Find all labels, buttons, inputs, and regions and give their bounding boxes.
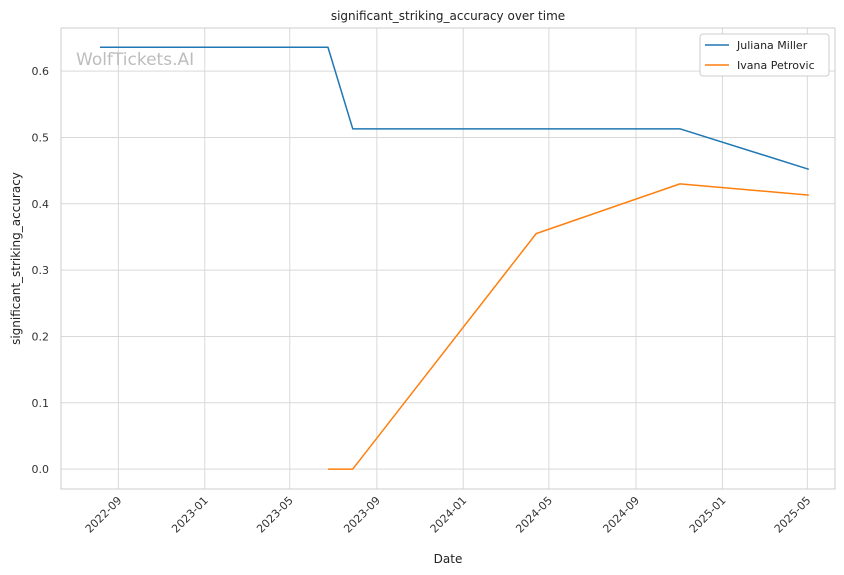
legend: Juliana Miller Ivana Petrovic <box>699 33 830 77</box>
chart-title: significant_striking_accuracy over time <box>331 9 565 23</box>
y-axis-ticks: 0.0 0.1 0.2 0.3 0.4 0.5 0.6 <box>32 65 50 476</box>
series-line-0 <box>99 46 810 170</box>
series-line-1 <box>327 183 809 470</box>
y-tick-label: 0.4 <box>32 198 50 211</box>
legend-label-ivana-petrovic: Ivana Petrovic <box>737 59 815 72</box>
y-tick-label: 0.5 <box>32 131 50 144</box>
y-tick-label: 0.0 <box>32 463 50 476</box>
y-tick-label: 0.6 <box>32 65 50 78</box>
y-tick-label: 0.3 <box>32 264 50 277</box>
y-tick-label: 0.2 <box>32 330 50 343</box>
grid <box>61 28 835 489</box>
legend-label-juliana-miller: Juliana Miller <box>736 39 808 52</box>
series-lines <box>99 46 810 470</box>
y-tick-label: 0.1 <box>32 397 50 410</box>
watermark-text: WolfTickets.AI <box>76 50 194 70</box>
legend-box <box>699 33 830 77</box>
x-axis-label: Date <box>434 552 463 566</box>
y-axis-label: significant_striking_accuracy <box>9 172 23 345</box>
plot-frame <box>60 27 836 490</box>
